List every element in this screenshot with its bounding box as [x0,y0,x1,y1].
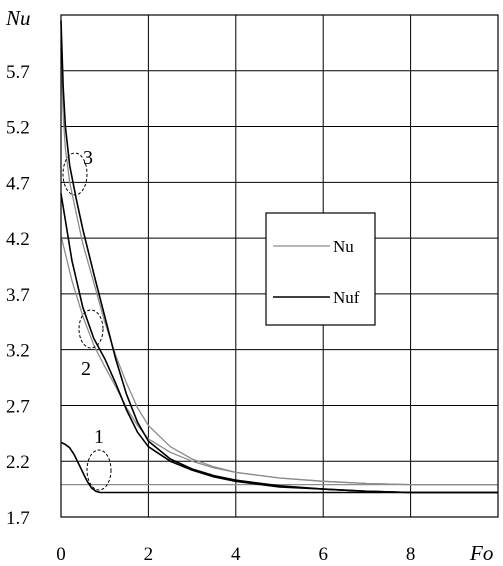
series-nuf-curve-3 [60,20,498,494]
series-nuf-curve-1 [60,441,498,494]
y-tick-label-5: 4.2 [6,229,30,250]
curve-annotations: 1 2 3 [62,147,112,491]
curves [60,20,498,494]
x-axis-title: Fo [469,541,493,565]
legend-label-nu: Nu [333,237,354,256]
annotation-ellipse-2 [78,309,104,349]
x-tick-label-4: 8 [406,544,416,565]
annotation-ellipse-1 [86,449,112,491]
y-tick-label-6: 4.7 [6,173,30,194]
legend-label-nuf: Nuf [333,288,360,307]
y-tick-label-2: 2.7 [6,396,30,417]
y-axis-title: Nu [5,6,31,30]
series-nu-curve-3 [60,48,498,486]
annotation-label-3: 3 [83,147,93,169]
y-tick-label-1: 2.2 [6,452,30,473]
x-tick-labels: 0 2 4 6 8 [56,544,415,565]
x-tick-label-1: 2 [144,544,154,565]
annotation-label-1: 1 [94,426,104,448]
y-tick-labels: 1.7 2.2 2.7 3.2 3.7 4.2 4.7 5.2 5.7 [6,62,30,529]
y-tick-label-7: 5.2 [6,118,30,139]
y-tick-label-4: 3.7 [6,285,30,306]
annotation-ellipse-3 [62,152,88,196]
x-tick-label-2: 4 [231,544,241,565]
legend-box [265,212,376,326]
annotation-label-2: 2 [81,358,91,380]
y-tick-label-8: 5.7 [6,62,30,83]
y-tick-label-0: 1.7 [6,508,30,529]
legend: Nu Nuf [265,212,376,326]
plot-frame [60,14,499,518]
x-tick-label-3: 6 [318,544,328,565]
y-tick-label-3: 3.2 [6,341,30,362]
x-tick-label-0: 0 [56,544,66,565]
